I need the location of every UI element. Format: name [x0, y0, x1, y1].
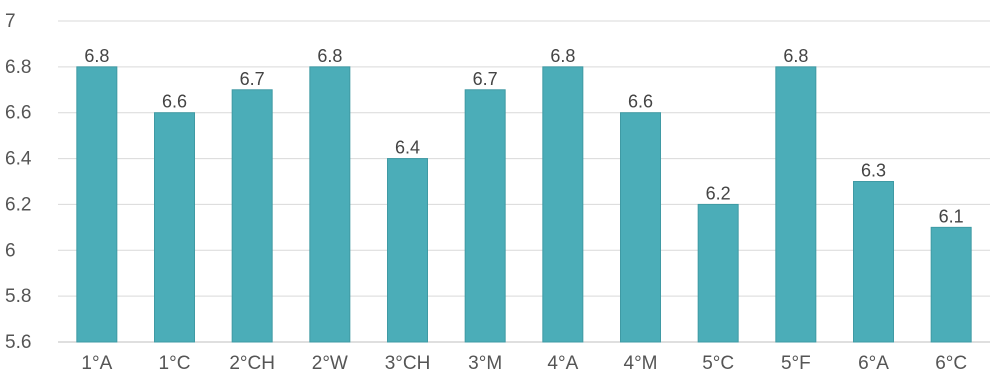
x-tick-label: 5°F [781, 353, 811, 374]
y-tick-label: 5.8 [5, 286, 31, 307]
x-tick-label: 2°CH [229, 353, 275, 374]
data-label: 6.8 [550, 46, 575, 66]
y-tick-label: 6.8 [5, 57, 31, 78]
label-layer: 5.6 5.8 6 6.2 6.4 6.6 6.8 7 6.8 1°A 6.6 1°C 6.7 2°CH 6… [5, 11, 967, 374]
data-label: 6.2 [706, 183, 731, 203]
x-tick-label: 3°M [468, 353, 502, 374]
data-label: 6.6 [162, 92, 187, 112]
data-label: 6.7 [473, 69, 498, 89]
bar [930, 226, 972, 343]
x-tick-label: 3°CH [385, 353, 431, 374]
bar [154, 112, 195, 343]
data-label: 6.3 [861, 161, 886, 181]
data-label: 6.8 [317, 46, 342, 66]
x-tick-label: 4°A [547, 353, 578, 374]
bar [309, 66, 351, 343]
y-tick-label: 6 [5, 240, 16, 261]
y-tick-label: 6.2 [5, 194, 31, 215]
data-label: 6.7 [240, 69, 265, 89]
x-tick-label: 6°A [858, 353, 889, 374]
bar [231, 89, 273, 343]
data-label: 6.4 [395, 138, 420, 158]
bar [387, 158, 428, 343]
x-tick-label: 1°C [159, 353, 191, 374]
x-tick-label: 1°A [81, 353, 112, 374]
y-tick-label: 6.4 [5, 149, 32, 170]
data-label: 6.6 [628, 92, 653, 112]
bar [775, 66, 817, 343]
data-label: 6.8 [84, 46, 109, 66]
bar [620, 112, 661, 343]
bar [697, 203, 739, 343]
x-tick-label: 5°C [702, 353, 734, 374]
grid-layer [58, 20, 990, 343]
data-label: 6.1 [939, 206, 964, 226]
bar [853, 181, 894, 343]
y-tick-label: 5.6 [5, 332, 31, 353]
bar [464, 89, 506, 343]
x-tick-label: 6°C [935, 353, 967, 374]
bar [542, 66, 584, 343]
y-tick-label: 7 [5, 11, 16, 32]
y-tick-label: 6.6 [5, 103, 31, 124]
x-tick-label: 2°W [312, 353, 348, 374]
x-tick-label: 4°M [624, 353, 658, 374]
bar [76, 66, 118, 343]
bar-layer [76, 66, 972, 343]
data-label: 6.8 [783, 46, 808, 66]
